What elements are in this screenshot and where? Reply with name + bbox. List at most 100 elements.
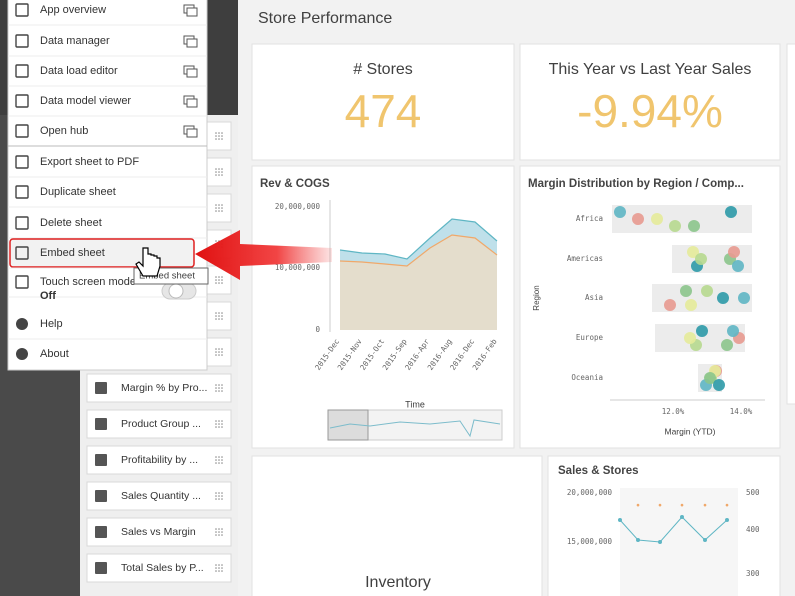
drag-handle [218,498,220,500]
sheet-label: Profitability by ... [121,454,198,466]
drag-handle [221,426,223,428]
sheet-card[interactable] [86,553,232,583]
sheet-card[interactable] [86,481,232,511]
menu-item[interactable]: Help [40,318,63,330]
drag-handle [221,315,223,317]
drag-handle [221,204,223,206]
category-label: Oceania [571,373,603,382]
drag-handle [218,426,220,428]
dot [651,213,663,225]
drag-handle [218,318,220,320]
kpi-label: This Year vs Last Year Sales [549,61,752,78]
drag-handle [221,384,223,386]
drag-handle [215,423,217,425]
drag-handle [215,174,217,176]
menu-item[interactable]: Data load editor [40,65,118,77]
menu-icon [15,3,29,17]
sheet-card[interactable] [86,409,232,439]
dot: • [636,501,640,512]
drag-handle [215,348,217,350]
sheet-card[interactable] [86,445,232,475]
dot [725,206,737,218]
drag-handle [221,276,223,278]
drag-handle [221,312,223,314]
drag-handle [218,282,220,284]
drag-handle [218,348,220,350]
sheet-label: Product Group ... [121,418,201,430]
drag-handle [221,351,223,353]
drag-handle [215,279,217,281]
menu-item[interactable]: Touch screen mode [40,276,136,288]
menu-item[interactable]: Data model viewer [40,95,131,107]
drag-handle [221,423,223,425]
menu-item[interactable]: About [40,348,69,360]
sheet-card[interactable] [86,373,232,403]
plot: Africa Americas Asia Europe Oceania 12.0% 14.0… [567,205,765,416]
dot [680,285,692,297]
drag-handle [218,384,220,386]
dot: • [725,501,729,512]
drag-handle [215,384,217,386]
drag-handle [215,456,217,458]
drag-handle [215,351,217,353]
drag-handle [215,459,217,461]
category-label: Europe [576,333,604,342]
drag-handle [215,528,217,530]
drag-handle [218,279,220,281]
dot [703,538,707,542]
menu-icon [15,155,29,169]
menu-icon [15,185,29,199]
drag-handle [215,138,217,140]
tick-group: 20,000,000 15,000,000 500 400 300 [567,488,760,578]
drag-handle [221,168,223,170]
axis-label: Time [405,399,425,409]
menu-icon [15,94,29,108]
drag-handle [221,459,223,461]
kpi-card[interactable] [519,43,781,161]
menu-item[interactable]: Open hub [40,125,88,137]
drag-handle [221,495,223,497]
dot [632,213,644,225]
line [619,516,728,543]
chart-title: Sales & Stores [558,465,639,477]
kpi-card[interactable] [251,43,515,161]
menu-item[interactable]: Duplicate sheet [40,186,116,198]
drag-handle [215,204,217,206]
sheet-icon [95,454,107,466]
chart-card[interactable] [251,455,543,596]
drag-handle [215,462,217,464]
drag-handle [215,207,217,209]
cursor [135,247,161,277]
menu-item[interactable]: App overview [40,4,106,16]
menu-item[interactable]: Delete sheet [40,217,102,229]
toggle-knob [168,283,184,299]
drag-handle [221,492,223,494]
drag-handle [218,138,220,140]
drag-handle [215,240,217,242]
drag-handle [221,210,223,212]
sheet-card[interactable] [86,517,232,547]
drag-handle [218,534,220,536]
y-tick-label: 15,000,000 [567,537,613,546]
drag-handle [218,420,220,422]
menu-panel [7,0,208,371]
menu-icon [15,64,29,78]
menu-item[interactable]: Export sheet to PDF [40,156,139,168]
drag-handle [218,210,220,212]
menu-item[interactable]: Data manager [40,35,110,47]
line [339,234,498,267]
drag-handle [221,462,223,464]
dot [727,325,739,337]
y-tick-label: 20,000,000 [567,488,613,497]
drag-handle [218,564,220,566]
menu-item[interactable]: Embed sheet [40,247,105,259]
drag-handle [221,282,223,284]
sheet-icon [95,562,107,574]
drag-handle [218,459,220,461]
drag-handle [215,168,217,170]
drag-handle [215,534,217,536]
chart-title: Inventory [365,574,431,591]
drag-handle [215,495,217,497]
drag-handle [215,390,217,392]
